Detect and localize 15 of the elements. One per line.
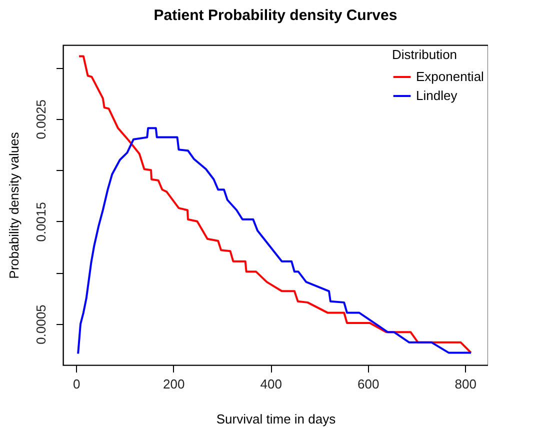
x-tick-label: 0 — [73, 376, 80, 392]
y-axis-title: Probability density values — [6, 132, 22, 279]
y-tick-label: 0.0015 — [34, 202, 48, 242]
x-tick-label: 400 — [260, 376, 282, 392]
x-tick-label: 800 — [454, 376, 476, 392]
legend-title: Distribution — [392, 47, 458, 62]
chart-title: Patient Probability density Curves — [154, 7, 398, 24]
x-axis-title: Survival time in days — [216, 412, 336, 426]
x-tick-label: 600 — [358, 376, 380, 392]
line-series — [77, 127, 472, 355]
legend-label: Exponential — [416, 69, 484, 84]
y-tick-label: 0.0005 — [34, 304, 48, 344]
legend-label: Lindley — [416, 88, 458, 103]
x-tick-label: 200 — [163, 376, 185, 392]
y-tick-label: 0.0025 — [34, 99, 48, 140]
